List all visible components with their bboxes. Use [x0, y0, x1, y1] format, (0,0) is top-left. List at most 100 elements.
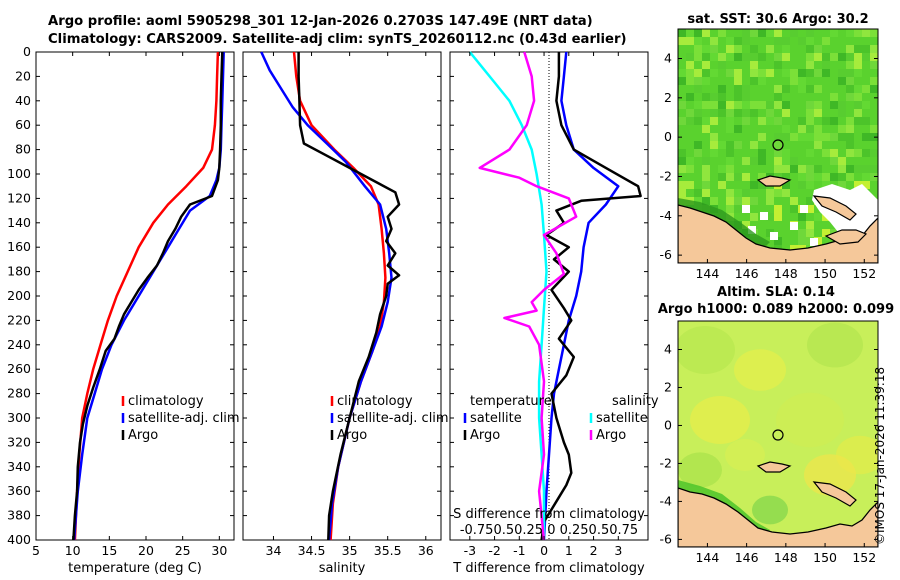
sst-cell [846, 69, 854, 77]
sst-cell [838, 53, 846, 61]
map-y-tick-label: 0 [664, 417, 672, 432]
legend-label: climatology [337, 394, 413, 409]
sst-cell [750, 101, 758, 109]
sst-cell [742, 93, 750, 101]
sst-cell [838, 173, 846, 181]
sst-cell [694, 77, 702, 85]
temperature-panel: 5 10 15 20 25 3002040608010012014016018020022… [7, 44, 239, 576]
sst-cell [870, 77, 878, 85]
sst-island-new-ireland [812, 195, 857, 221]
sst-cell [678, 157, 686, 165]
sst-cell [854, 149, 862, 157]
x-tick-label: -3 [464, 543, 476, 558]
sst-cell [806, 85, 814, 93]
x-tick-label: -2 [488, 543, 500, 558]
x-tick-label: 3 [614, 543, 622, 558]
sla-anomaly-patch [725, 439, 765, 471]
sst-cell [806, 45, 814, 53]
sst-cell [718, 181, 726, 189]
sst-cell [870, 53, 878, 61]
map-y-tick-label: -6 [660, 531, 673, 546]
y-tick-label: 100 [7, 166, 31, 181]
sst-cell [782, 157, 790, 165]
sst-cell [750, 213, 758, 221]
sst-cell [726, 173, 734, 181]
sst-cell [750, 29, 758, 37]
sst-cell [862, 165, 870, 173]
x-tick-label: 34.5 [298, 543, 326, 558]
sst-cell [774, 85, 782, 93]
sst-cell [694, 149, 702, 157]
sst-cell [822, 53, 830, 61]
map-x-tick-label: 150 [813, 550, 837, 565]
y-tick-label: 20 [15, 68, 31, 83]
sst-cell [726, 53, 734, 61]
sst-cell [734, 125, 742, 133]
map-x-tick-label: 144 [695, 550, 719, 565]
legend-label: satellite [596, 411, 648, 426]
figure-title-line2: Climatology: CARS2009. Satellite-adj cli… [48, 32, 627, 47]
sst-cell [854, 53, 862, 61]
y-tick-label: 360 [7, 483, 31, 498]
sst-cell [694, 117, 702, 125]
legend-label: climatology [128, 394, 204, 409]
sst-cell [822, 117, 830, 125]
series-line-argo [297, 52, 401, 541]
sst-cell [846, 125, 854, 133]
sst-cell [726, 69, 734, 77]
sst-cell [742, 109, 750, 117]
sst-cell [822, 181, 830, 189]
sst-cell [790, 133, 798, 141]
sst-cell [742, 37, 750, 45]
sst-cell [846, 85, 854, 93]
sst-cell [694, 85, 702, 93]
sst-cell [710, 69, 718, 77]
sst-cell [766, 69, 774, 77]
sst-cell [862, 133, 870, 141]
sst-cell [758, 133, 766, 141]
sst-cell [838, 109, 846, 117]
sst-cell [694, 69, 702, 77]
sla-argo-location-marker [772, 429, 784, 441]
sst-cell [678, 101, 686, 109]
sst-cell [774, 133, 782, 141]
y-tick-label: 400 [7, 532, 31, 547]
sst-cell [782, 165, 790, 173]
sst-cell [774, 37, 782, 45]
sst-cell [742, 101, 750, 109]
sst-land-new-guinea [678, 204, 878, 263]
sst-cell [750, 157, 758, 165]
sst-cell [726, 141, 734, 149]
sst-cell [750, 77, 758, 85]
salinity-legend: climatology satellite-adj. clim Argo [330, 394, 449, 443]
sst-cell [830, 133, 838, 141]
sst-cell [694, 53, 702, 61]
sst-cell [734, 109, 742, 117]
map-x-tick-label: 152 [852, 550, 876, 565]
sst-cell [782, 85, 790, 93]
sst-cell [814, 101, 822, 109]
map-y-tick-label: 4 [664, 50, 672, 65]
sst-cell [702, 125, 710, 133]
sla-map-subtitle: Argo h1000: 0.089 h2000: 0.099 [658, 302, 894, 317]
sst-cell [718, 29, 726, 37]
sst-cell [702, 69, 710, 77]
sst-cell [846, 133, 854, 141]
sst-cell [766, 213, 774, 221]
legend-label: Argo [128, 428, 158, 443]
sst-cell [790, 165, 798, 173]
sst-cell [702, 29, 710, 37]
sst-cell [806, 221, 814, 229]
sst-cell [798, 85, 806, 93]
sst-cell [742, 197, 750, 205]
sst-cell [854, 69, 862, 77]
sst-cell [846, 53, 854, 61]
sst-cell [694, 197, 702, 205]
sst-cell [686, 53, 694, 61]
sla-anomaly-patch [734, 349, 786, 391]
sst-cell [758, 69, 766, 77]
sst-cell [814, 125, 822, 133]
legend-salinity-title: salinity [612, 394, 659, 409]
sst-cell [766, 189, 774, 197]
sst-cell [758, 53, 766, 61]
